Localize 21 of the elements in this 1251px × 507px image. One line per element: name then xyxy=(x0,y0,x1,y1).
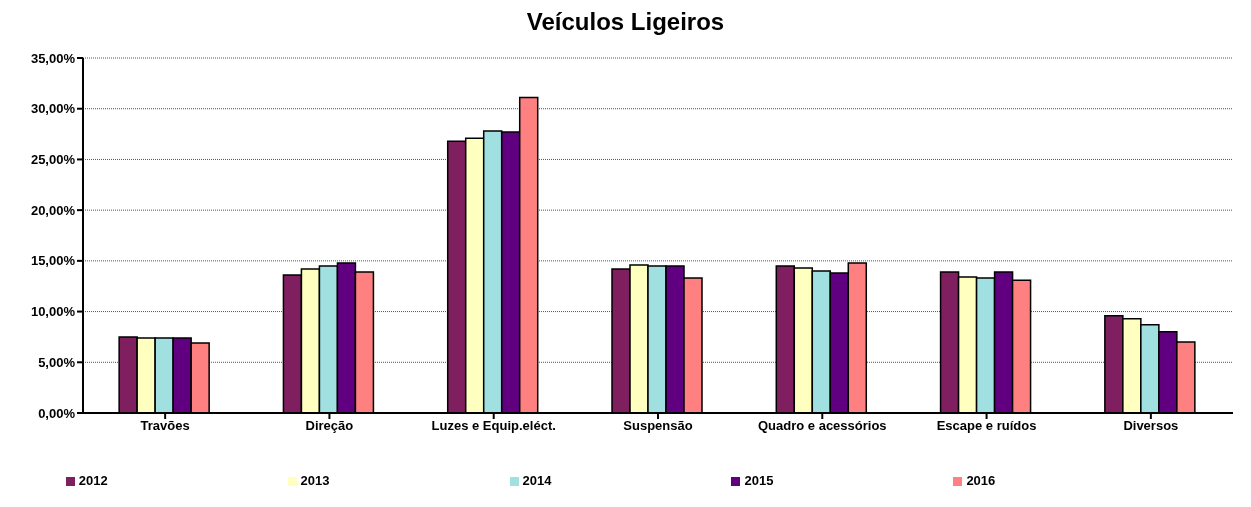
y-tick-label: 5,00% xyxy=(38,354,76,370)
legend-label: 2016 xyxy=(966,473,996,488)
chart-title: Veículos Ligeiros xyxy=(525,8,726,37)
x-tick-label: Travões xyxy=(140,418,190,434)
x-tick-label: Quadro e acessórios xyxy=(757,418,887,434)
legend-label: 2015 xyxy=(744,473,774,488)
x-tick-label: Escape e ruídos xyxy=(936,418,1037,434)
x-tick-label: Diversos xyxy=(1123,418,1179,434)
x-tick-label: Luzes e Equip.eléct. xyxy=(431,418,556,434)
x-tick-label: Suspensão xyxy=(623,418,693,434)
y-tick-label: 10,00% xyxy=(30,304,76,320)
y-tick-label: 20,00% xyxy=(30,202,76,218)
y-tick-label: 30,00% xyxy=(30,101,76,117)
y-tick-label: 35,00% xyxy=(30,50,76,66)
legend-label: 2012 xyxy=(78,473,108,488)
y-tick-label: 25,00% xyxy=(30,152,76,168)
legend-label: 2013 xyxy=(300,473,330,488)
x-tick-label: Direção xyxy=(305,418,354,434)
y-tick-label: 15,00% xyxy=(30,253,76,269)
y-tick-label: 0,00% xyxy=(38,405,76,421)
legend-label: 2014 xyxy=(522,473,552,488)
